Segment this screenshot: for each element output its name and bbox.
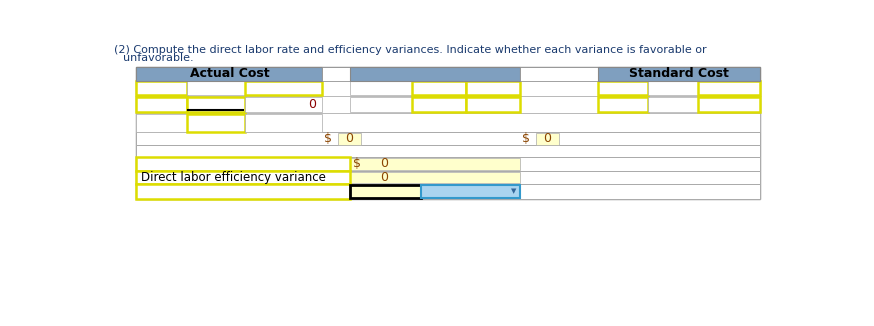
Bar — [136, 113, 760, 132]
Text: 0: 0 — [380, 157, 388, 170]
Bar — [412, 82, 466, 95]
Bar — [323, 67, 350, 81]
Bar — [245, 114, 323, 131]
Bar — [350, 171, 520, 183]
Bar — [350, 158, 520, 170]
Bar — [136, 67, 760, 199]
Text: unfavorable.: unfavorable. — [123, 53, 194, 63]
Text: Actual Cost: Actual Cost — [190, 67, 269, 80]
Bar — [136, 114, 187, 131]
Bar — [245, 82, 323, 95]
Bar — [136, 145, 760, 157]
Bar — [136, 96, 760, 113]
Bar — [136, 157, 760, 171]
Bar — [598, 67, 760, 81]
Bar — [648, 97, 698, 112]
Bar — [187, 82, 245, 95]
Bar — [698, 97, 760, 112]
Bar — [466, 97, 520, 112]
Bar — [412, 97, 466, 112]
Bar — [648, 82, 698, 95]
Bar — [136, 67, 323, 81]
Bar — [421, 185, 520, 198]
Bar — [698, 82, 760, 95]
Bar — [520, 67, 598, 81]
Bar — [350, 97, 412, 112]
Bar — [136, 184, 760, 199]
Bar — [350, 67, 520, 81]
Bar — [136, 157, 350, 171]
Text: $: $ — [324, 132, 332, 145]
Text: $: $ — [353, 157, 361, 170]
Text: 0: 0 — [543, 132, 551, 145]
Text: 0: 0 — [309, 98, 316, 111]
Text: (2) Compute the direct labor rate and efficiency variances. Indicate whether eac: (2) Compute the direct labor rate and ef… — [114, 45, 706, 54]
Bar — [245, 97, 323, 112]
Text: Direct labor efficiency variance: Direct labor efficiency variance — [141, 171, 326, 184]
Bar — [136, 184, 350, 199]
Bar — [136, 132, 760, 145]
Bar — [136, 81, 760, 96]
Bar — [598, 82, 648, 95]
Text: ▼: ▼ — [511, 188, 517, 195]
Text: Standard Cost: Standard Cost — [629, 67, 729, 80]
Bar — [136, 157, 760, 199]
Bar — [136, 82, 187, 95]
Bar — [350, 82, 412, 95]
Text: $: $ — [522, 132, 530, 145]
Bar — [536, 133, 558, 145]
Bar — [466, 82, 520, 95]
Text: 0: 0 — [380, 171, 388, 184]
Bar — [338, 133, 361, 145]
Bar — [136, 97, 187, 112]
Bar — [187, 114, 245, 131]
Bar — [187, 97, 245, 112]
Bar — [598, 97, 648, 112]
Bar — [350, 185, 421, 198]
Text: 0: 0 — [345, 132, 353, 145]
Bar — [136, 171, 760, 184]
Bar — [136, 171, 350, 184]
